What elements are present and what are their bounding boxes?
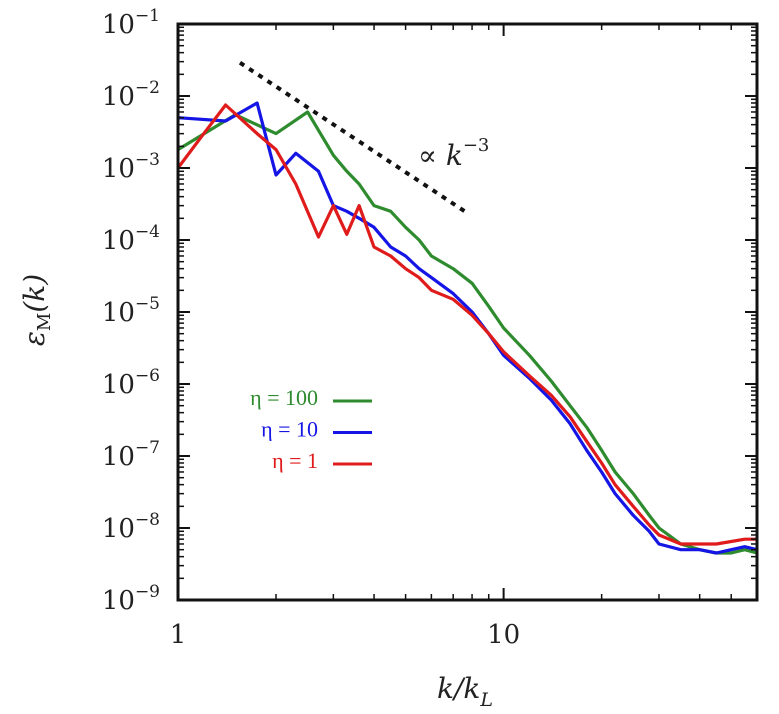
y-tick-label-8: 10−9 bbox=[102, 582, 160, 616]
y-tick-base: 10 bbox=[102, 154, 135, 184]
y-tick-base: 10 bbox=[102, 82, 135, 112]
reference-line-label-exponent: −3 bbox=[463, 135, 490, 156]
y-tick-base: 10 bbox=[102, 586, 135, 616]
y-tick-base: 10 bbox=[102, 298, 135, 328]
reference-line-layer bbox=[238, 61, 466, 214]
y-tick-base: 10 bbox=[102, 10, 135, 40]
x-axis-label-main: k/k bbox=[437, 672, 480, 705]
y-tick-label-7: 10−8 bbox=[102, 510, 160, 544]
reference-line-label: ∝ k−3 bbox=[418, 135, 489, 172]
y-tick-base: 10 bbox=[102, 370, 135, 400]
y-tick-exponent: −6 bbox=[135, 366, 160, 386]
tick-labels: 10−110−210−310−410−510−610−710−810−91 10 bbox=[102, 6, 520, 650]
legend: η = 100 η = 10 η = 1 bbox=[250, 385, 372, 473]
x-tick-label-1: 10 bbox=[487, 620, 520, 650]
y-tick-base: 10 bbox=[102, 514, 135, 544]
legend-label-2: η = 1 bbox=[272, 448, 318, 473]
y-tick-label-1: 10−2 bbox=[102, 78, 160, 112]
y-tick-exponent: −3 bbox=[135, 150, 160, 170]
y-tick-label-2: 10−3 bbox=[102, 150, 160, 184]
x-axis-label: k/kL bbox=[437, 672, 493, 711]
y-axis-label-arg: (k) bbox=[18, 274, 51, 313]
y-tick-base: 10 bbox=[102, 226, 135, 256]
y-tick-base: 10 bbox=[102, 442, 135, 472]
y-tick-label-3: 10−4 bbox=[102, 222, 160, 256]
y-tick-exponent: −9 bbox=[135, 582, 160, 602]
y-tick-exponent: −2 bbox=[135, 78, 160, 98]
x-tick-label-0: 1 bbox=[170, 620, 187, 650]
y-axis-label: εM(k) bbox=[18, 274, 55, 346]
reference-line-label-main: ∝ k bbox=[418, 139, 463, 172]
x-axis-label-sub: L bbox=[479, 689, 493, 711]
series-line-1 bbox=[177, 101, 758, 555]
series-layer bbox=[176, 101, 758, 555]
y-tick-label-4: 10−5 bbox=[102, 294, 160, 328]
y-tick-exponent: −8 bbox=[135, 510, 160, 530]
reference-line bbox=[238, 61, 466, 214]
y-tick-exponent: −5 bbox=[135, 294, 160, 314]
series-line-2 bbox=[176, 103, 757, 546]
series-line-0 bbox=[177, 110, 758, 555]
y-tick-exponent: −1 bbox=[135, 6, 160, 26]
legend-label-0: η = 100 bbox=[250, 385, 318, 410]
legend-label-1: η = 10 bbox=[261, 417, 318, 442]
y-tick-exponent: −7 bbox=[135, 438, 160, 458]
ticks-layer bbox=[177, 23, 758, 601]
y-tick-exponent: −4 bbox=[135, 222, 160, 242]
y-axis-label-main: ε bbox=[18, 331, 51, 346]
y-axis-label-sub: M bbox=[34, 313, 55, 331]
y-tick-label-6: 10−7 bbox=[102, 438, 160, 472]
y-tick-label-5: 10−6 bbox=[102, 366, 160, 400]
y-tick-label-0: 10−1 bbox=[102, 6, 160, 40]
